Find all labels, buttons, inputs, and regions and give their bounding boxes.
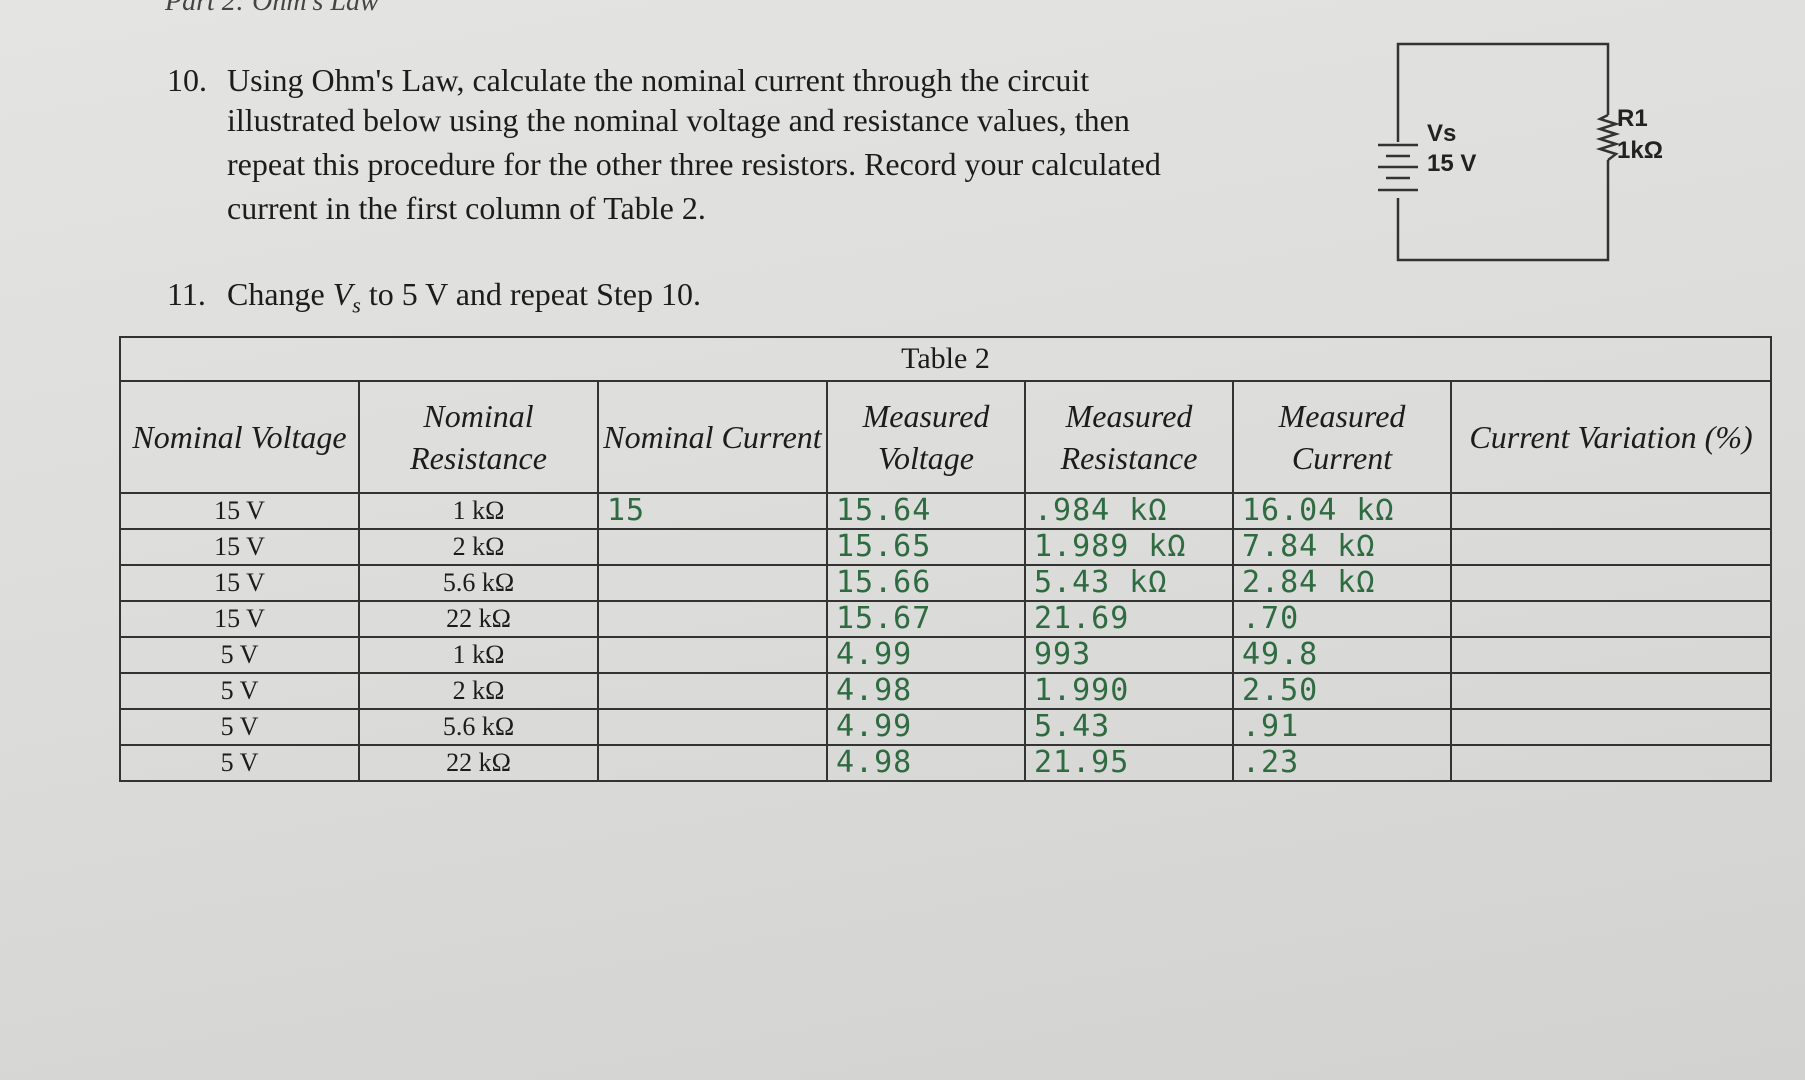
table-cell: 15 V [119, 528, 360, 566]
handwritten-cell: 4.98 [826, 672, 1026, 710]
handwritten-cell: 993 [1024, 636, 1234, 674]
handwritten-cell: 15.64 [826, 492, 1026, 530]
resistor-value: 1kΩ [1617, 137, 1663, 164]
table-cell: 5 V [119, 744, 360, 782]
step-line: current in the first column of Table 2. [227, 190, 706, 226]
handwritten-cell: 5.43 kΩ [1024, 564, 1234, 602]
wire [1396, 160, 1610, 262]
table-cell [1450, 600, 1772, 638]
circuit-diagram [1378, 42, 1621, 262]
text: Change [227, 276, 333, 312]
table-row: 5 V 22 kΩ 4.98 21.95.23 [119, 744, 1772, 782]
resistor-label: R1 [1617, 105, 1648, 132]
table-cell: 1 kΩ [358, 636, 599, 674]
handwritten-cell: 4.98 [826, 744, 1026, 782]
handwritten-cell: 1.990 [1024, 672, 1234, 710]
subscript: s [352, 292, 361, 318]
handwritten-cell: 2.50 [1232, 672, 1452, 710]
table-cell [1450, 672, 1772, 710]
handwritten-cell: 1.989 kΩ [1024, 528, 1234, 566]
table-cell: 5 V [119, 636, 360, 674]
table-cell [1450, 708, 1772, 746]
step-number: 10. [167, 62, 207, 98]
step-line: repeat this procedure for the other thre… [227, 146, 1161, 182]
table-cell: 5 V [119, 708, 360, 746]
handwritten-cell: 2.84 kΩ [1232, 564, 1452, 602]
handwritten-cell: 21.69 [1024, 600, 1234, 638]
table-cell: 22 kΩ [358, 744, 599, 782]
handwritten-cell: 15 [597, 492, 828, 530]
table-cell: 1 kΩ [358, 492, 599, 530]
handwritten-cell: .91 [1232, 708, 1452, 746]
wire [1396, 42, 1610, 142]
handwritten-cell: 15.66 [826, 564, 1026, 602]
handwritten-cell: .70 [1232, 600, 1452, 638]
table-cell: 15 V [119, 564, 360, 602]
column-header: Measured Resistance [1024, 380, 1234, 494]
handwritten-cell: 4.99 [826, 636, 1026, 674]
table-row: 15 V 5.6 kΩ 15.66 5.43 kΩ 2.84 kΩ [119, 564, 1772, 602]
handwritten-cell: 15.65 [826, 528, 1026, 566]
handwritten-cell [597, 600, 828, 638]
handwritten-cell [597, 636, 828, 674]
column-header: Measured Voltage [826, 380, 1026, 494]
handwritten-cell: .984 kΩ [1024, 492, 1234, 530]
table-title: Table 2 [119, 336, 1772, 382]
table-cell [1450, 492, 1772, 530]
handwritten-cell: 49.8 [1232, 636, 1452, 674]
part-title: Part 2: Ohm's Law [165, 0, 379, 17]
step-text: Change Vs to 5 V and repeat Step 10. [227, 276, 701, 318]
handwritten-cell: 5.43 [1024, 708, 1234, 746]
handwritten-cell [597, 672, 828, 710]
handwritten-cell [597, 528, 828, 566]
handwritten-cell: .23 [1232, 744, 1452, 782]
handwritten-cell: 4.99 [826, 708, 1026, 746]
handwritten-cell [597, 708, 828, 746]
table-cell: 5.6 kΩ [358, 708, 599, 746]
step-number: 11. [167, 276, 206, 312]
table-cell: 2 kΩ [358, 528, 599, 566]
table-row: 15 V 22 kΩ 15.67 21.69.70 [119, 600, 1772, 638]
table-cell: 5.6 kΩ [358, 564, 599, 602]
handwritten-cell: 15.67 [826, 600, 1026, 638]
column-header: Measured Current [1232, 380, 1452, 494]
handwritten-cell: 16.04 kΩ [1232, 492, 1452, 530]
table-cell: 2 kΩ [358, 672, 599, 710]
variable: V [332, 276, 353, 312]
handwritten-cell: 7.84 kΩ [1232, 528, 1452, 566]
data-table: Table 2 Nominal Voltage Nominal Resistanc… [119, 336, 1772, 782]
handwritten-cell [597, 564, 828, 602]
resistor [1595, 113, 1621, 161]
column-header: Nominal Current [597, 380, 828, 494]
table-cell: 22 kΩ [358, 600, 599, 638]
handwritten-cell: 21.95 [1024, 744, 1234, 782]
column-header: Nominal Voltage [119, 380, 360, 494]
source-value: 15 V [1427, 150, 1477, 177]
column-header: Nominal Resistance [358, 380, 599, 494]
table-cell: 15 V [119, 600, 360, 638]
step-line: Using Ohm's Law, calculate the nominal c… [227, 62, 1090, 98]
table-cell: 15 V [119, 492, 360, 530]
text: to 5 V and repeat Step 10. [360, 276, 701, 312]
column-header: Current Variation (%) [1450, 380, 1772, 494]
handwritten-cell [597, 744, 828, 782]
table-cell: 5 V [119, 672, 360, 710]
table-row: 5 V 5.6 kΩ 4.99 5.43.91 [119, 708, 1772, 746]
table-cell [1450, 564, 1772, 602]
source-label: Vs [1427, 120, 1457, 147]
table-cell [1450, 744, 1772, 782]
table-cell [1450, 636, 1772, 674]
step-line: illustrated below using the nominal volt… [227, 102, 1130, 138]
table-cell [1450, 528, 1772, 566]
